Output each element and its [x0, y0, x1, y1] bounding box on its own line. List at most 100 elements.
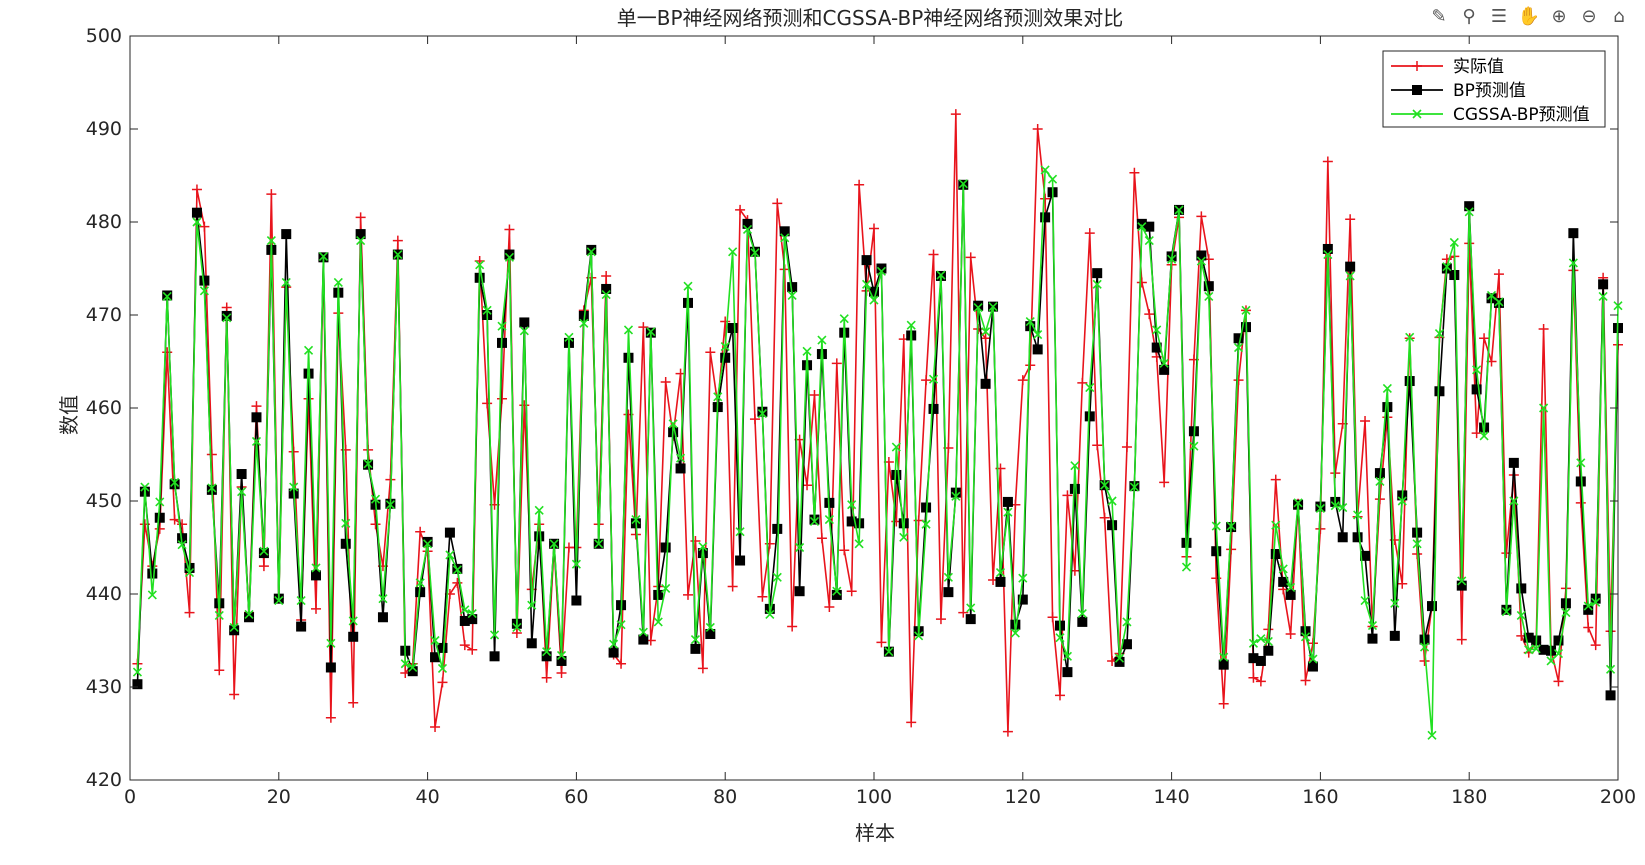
data-point-x — [385, 500, 395, 510]
data-point-square — [995, 576, 1006, 587]
data-point-x — [1546, 656, 1556, 666]
data-point-plus — [184, 607, 195, 618]
data-point-x — [155, 497, 165, 507]
data-point-x — [348, 616, 358, 626]
data-point-square — [1598, 279, 1609, 290]
data-point-plus — [482, 398, 493, 409]
data-point-square — [1553, 635, 1564, 646]
data-point-x — [1293, 498, 1303, 508]
data-point-x — [274, 595, 284, 606]
data-point-square — [191, 207, 202, 218]
y-tick-label: 500 — [86, 25, 122, 47]
data-point-x — [1144, 236, 1154, 246]
pan-icon[interactable]: ✋ — [1517, 5, 1541, 27]
data-point-x — [795, 542, 805, 553]
data-point-plus — [459, 640, 470, 651]
data-point-x — [549, 539, 559, 549]
data-point-plus — [950, 109, 961, 120]
data-point-square — [325, 662, 336, 673]
legend-label: 实际值 — [1453, 57, 1504, 77]
data-point-x — [787, 290, 797, 301]
legend: 实际值 BP预测值 CGSSA-BP预测值 — [1382, 50, 1606, 128]
data-point-plus — [1121, 442, 1132, 453]
data-point-x — [1613, 301, 1623, 311]
data-point-square — [1389, 630, 1400, 641]
data-point-x — [1300, 632, 1311, 642]
data-point-square — [281, 229, 292, 240]
data-point-plus — [1092, 440, 1103, 451]
data-point-plus — [191, 184, 202, 195]
data-point-plus — [928, 249, 939, 260]
data-point-square — [1084, 411, 1095, 422]
zoom-in-icon[interactable]: ⊕ — [1551, 5, 1567, 27]
zoom-out-icon[interactable]: ⊖ — [1581, 5, 1597, 27]
data-point-x — [1367, 621, 1378, 631]
data-point-square — [1062, 667, 1073, 678]
home-icon[interactable]: ⌂ — [1613, 5, 1625, 27]
data-point-x — [958, 179, 968, 189]
data-point-square — [779, 226, 790, 237]
legend-label: BP预测值 — [1453, 81, 1526, 101]
data-point-x — [876, 266, 887, 276]
data-tips-icon[interactable]: ⚲ — [1462, 5, 1476, 27]
data-point-plus — [1360, 416, 1371, 427]
brush-icon[interactable]: ✎ — [1431, 5, 1447, 27]
data-point-plus — [1456, 634, 1467, 645]
data-point-x — [1114, 653, 1125, 663]
data-point-x — [1315, 503, 1325, 514]
data-point-x — [995, 568, 1006, 578]
data-point-plus — [757, 591, 768, 602]
data-point-x — [906, 320, 916, 330]
data-point-x — [824, 515, 834, 525]
y-tick-label: 420 — [86, 769, 122, 791]
data-point-x — [1107, 496, 1117, 506]
data-point-x — [1561, 608, 1571, 618]
data-point-x — [184, 568, 195, 578]
data-point-x — [973, 302, 983, 313]
data-point-square — [1144, 221, 1155, 232]
data-point-x — [415, 578, 425, 588]
data-point-square — [891, 469, 902, 480]
data-point-x — [1323, 249, 1333, 260]
plot-area — [129, 35, 1619, 781]
data-point-x — [162, 291, 172, 301]
chart-title: 单一BP神经网络预测和CGSSA-BP神经网络预测效果对比 — [617, 6, 1124, 30]
data-point-x — [251, 436, 262, 447]
data-point-square — [1077, 616, 1088, 627]
data-point-x — [452, 565, 462, 575]
data-point-plus — [1196, 211, 1207, 222]
data-point-x — [1010, 628, 1020, 638]
data-point-square — [1032, 344, 1043, 355]
data-point-x — [1576, 458, 1586, 468]
series-line — [136, 114, 1619, 732]
data-point-square — [1404, 376, 1415, 387]
data-point-plus — [1538, 323, 1549, 334]
data-point-x — [1278, 564, 1288, 574]
series-line — [136, 167, 1619, 736]
data-point-plus — [348, 697, 359, 708]
data-point-plus — [497, 393, 507, 404]
data-point-x — [222, 313, 232, 323]
data-point-x — [423, 539, 433, 549]
data-point-plus — [1300, 675, 1311, 686]
data-point-plus — [869, 223, 879, 234]
data-point-x — [683, 281, 693, 291]
legend-icon[interactable]: ☰ — [1490, 5, 1508, 27]
data-point-plus — [511, 628, 522, 639]
data-point-plus — [935, 614, 946, 625]
data-point-x — [1129, 482, 1139, 492]
data-point-x — [1449, 237, 1459, 248]
data-point-x — [690, 635, 701, 645]
data-point-plus — [1218, 698, 1229, 709]
data-point-plus — [1583, 622, 1594, 633]
data-point-plus — [1077, 377, 1088, 388]
data-point-x — [1100, 480, 1110, 490]
data-point-x — [482, 305, 492, 315]
data-point-x — [318, 251, 329, 261]
data-point-x — [1494, 297, 1504, 307]
data-point-plus — [1159, 477, 1170, 488]
data-point-square — [1307, 661, 1318, 672]
data-point-x — [542, 647, 552, 657]
data-point-x — [296, 595, 306, 606]
plot-series-group — [132, 109, 1623, 740]
